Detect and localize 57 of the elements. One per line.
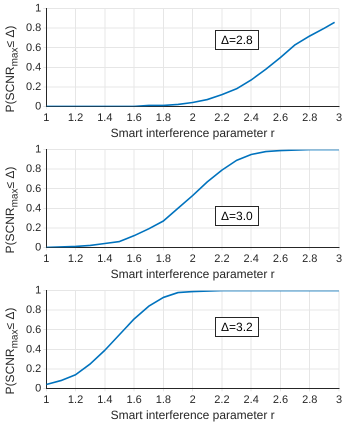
x-tick-label: 2.2 xyxy=(214,253,230,266)
x-tick-label: 2.6 xyxy=(272,394,288,406)
x-tick-label: 2 xyxy=(190,253,196,266)
x-tick-label: 1.4 xyxy=(97,253,112,266)
x-tick-label: 2.8 xyxy=(302,253,318,266)
annotation: Δ=3.0 xyxy=(215,206,259,226)
y-tick-label: 1 xyxy=(35,144,42,156)
x-tick-label: 2.4 xyxy=(244,394,259,406)
x-tick-label: 3 xyxy=(336,112,342,124)
y-tick-label: 0.6 xyxy=(26,182,42,195)
x-tick-label: 2 xyxy=(190,394,196,406)
x-tick-label: 1.6 xyxy=(126,394,142,406)
x-tick-label: 2 xyxy=(190,112,196,124)
x-tick-label: 1.6 xyxy=(126,112,142,124)
y-tick-label: 0.4 xyxy=(26,343,42,356)
x-tick-label: 2.4 xyxy=(244,112,259,124)
y-tick-label: 1 xyxy=(35,2,42,15)
x-tick-label: 2.8 xyxy=(302,394,318,406)
y-tick-label: 0.8 xyxy=(26,163,42,176)
x-tick-label: 2.8 xyxy=(302,112,318,124)
x-tick-label: 2.2 xyxy=(214,394,230,406)
x-tick-label: 3 xyxy=(336,253,342,266)
x-tick-label: 1 xyxy=(43,394,50,406)
x-tick-label: 1.2 xyxy=(68,253,84,266)
annotation: Δ=2.8 xyxy=(215,30,259,50)
x-tick-label: 2.4 xyxy=(244,253,259,266)
x-tick-label: 1 xyxy=(43,112,50,124)
x-axis-title: Smart interference parameter r xyxy=(110,267,275,282)
y-tick-label: 0.2 xyxy=(26,80,42,93)
x-tick-label: 1.2 xyxy=(68,394,84,406)
y-tick-label: 0.2 xyxy=(26,222,42,234)
y-tick-label: 0.6 xyxy=(26,42,42,54)
x-tick-label: 1.2 xyxy=(68,112,84,124)
x-tick-label: 3 xyxy=(336,394,342,406)
x-tick-label: 1.8 xyxy=(156,112,172,124)
x-tick-label: 1.6 xyxy=(126,253,142,266)
y-tick-label: 0 xyxy=(35,241,42,254)
x-axis-title: Smart interference parameter r xyxy=(110,126,275,140)
y-tick-label: 0.4 xyxy=(26,202,42,214)
y-tick-label: 0.8 xyxy=(26,304,42,316)
x-tick-label: 2.6 xyxy=(272,112,288,124)
x-axis-title: Smart interference parameter r xyxy=(110,408,275,422)
x-tick-label: 1.4 xyxy=(97,394,112,406)
y-tick-label: 0.6 xyxy=(26,324,42,336)
x-tick-label: 1.8 xyxy=(156,394,172,406)
x-tick-label: 2.2 xyxy=(214,112,230,124)
y-tick-label: 0 xyxy=(35,382,42,394)
y-tick-label: 1 xyxy=(35,284,42,297)
y-tick-label: 0.8 xyxy=(26,22,42,34)
x-tick-label: 2.6 xyxy=(272,253,288,266)
x-tick-label: 1 xyxy=(43,253,50,266)
y-tick-label: 0 xyxy=(35,100,42,112)
annotation: Δ=3.2 xyxy=(215,317,259,337)
y-tick-label: 0.2 xyxy=(26,362,42,375)
y-tick-label: 0.4 xyxy=(26,61,42,74)
x-tick-label: 1.4 xyxy=(97,112,112,124)
x-tick-label: 1.8 xyxy=(156,253,172,266)
